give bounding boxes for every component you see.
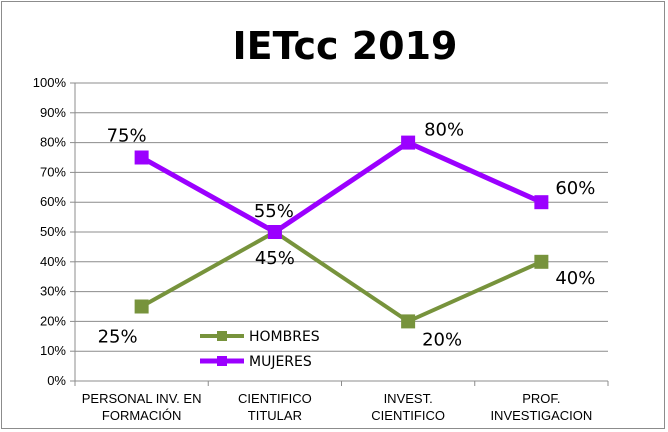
data-label-hombres: 20%: [422, 329, 462, 350]
data-label-mujeres: 60%: [555, 178, 595, 199]
series-line-hombres: [140, 229, 543, 324]
y-tick-label: 50%: [40, 224, 66, 239]
data-label-mujeres: 55%: [254, 201, 294, 222]
y-tick-label: 40%: [40, 254, 66, 269]
x-axis: PERSONAL INV. EN FORMACIÓN CIENTIFICO TITUL…: [74, 381, 609, 423]
point-marker-mujeres: [534, 195, 549, 210]
x-category-label: CIENTIFICO TITULAR: [238, 391, 312, 423]
x-category-label: INVEST. CIENTIFICO: [371, 391, 445, 423]
y-tick-label: 20%: [40, 313, 66, 328]
data-label-hombres: 45%: [255, 248, 295, 269]
point-marker-hombres: [134, 299, 149, 314]
data-label-hombres: 25%: [98, 327, 138, 348]
x-category-line: FORMACIÓN: [102, 408, 181, 423]
data-label-mujeres: 75%: [107, 126, 147, 147]
x-category-line: PROF.: [522, 391, 560, 406]
point-marker-hombres: [534, 254, 549, 269]
y-tick-label: 60%: [40, 194, 66, 209]
x-category-label: PROF. INVESTIGACION: [490, 391, 592, 423]
y-tick-label: 0%: [47, 373, 66, 388]
legend-label: HOMBRES: [249, 329, 320, 345]
x-category-line: CIENTIFICO: [371, 408, 445, 423]
x-category-label: PERSONAL INV. EN FORMACIÓN: [82, 391, 202, 423]
data-labels: 25% 45% 20% 40% 75% 55% 80% 60%: [98, 120, 596, 351]
chart-title: IETcc 2019: [232, 24, 457, 68]
y-tick-label: 100%: [33, 75, 67, 90]
point-marker-mujeres: [401, 135, 416, 150]
point-marker-mujeres: [134, 150, 149, 165]
x-category-line: CIENTIFICO: [238, 391, 312, 406]
y-tick-label: 10%: [40, 343, 66, 358]
x-category-line: INVESTIGACION: [490, 408, 592, 423]
gridlines: [75, 82, 608, 382]
y-tick-label: 90%: [40, 105, 66, 120]
legend-label: MUJERES: [249, 354, 312, 370]
series-group: [134, 135, 549, 329]
x-category-line: PERSONAL INV. EN: [82, 391, 202, 406]
point-marker-mujeres: [267, 225, 282, 239]
x-category-line: TITULAR: [248, 408, 302, 423]
point-marker-hombres: [401, 314, 416, 329]
y-axis: 0% 10% 20% 30% 40% 50% 60% 70% 80% 90% 100%: [33, 75, 76, 388]
y-tick-label: 80%: [40, 135, 66, 150]
legend: HOMBRES MUJERES: [200, 329, 320, 370]
y-tick-label: 30%: [40, 284, 66, 299]
data-label-mujeres: 80%: [424, 120, 464, 141]
x-category-line: INVEST.: [384, 391, 433, 406]
y-tick-label: 70%: [40, 164, 66, 179]
legend-swatch-marker: [217, 356, 227, 366]
data-label-hombres: 40%: [555, 268, 595, 289]
legend-swatch-marker: [217, 331, 227, 341]
series-line-mujeres: [140, 139, 543, 235]
